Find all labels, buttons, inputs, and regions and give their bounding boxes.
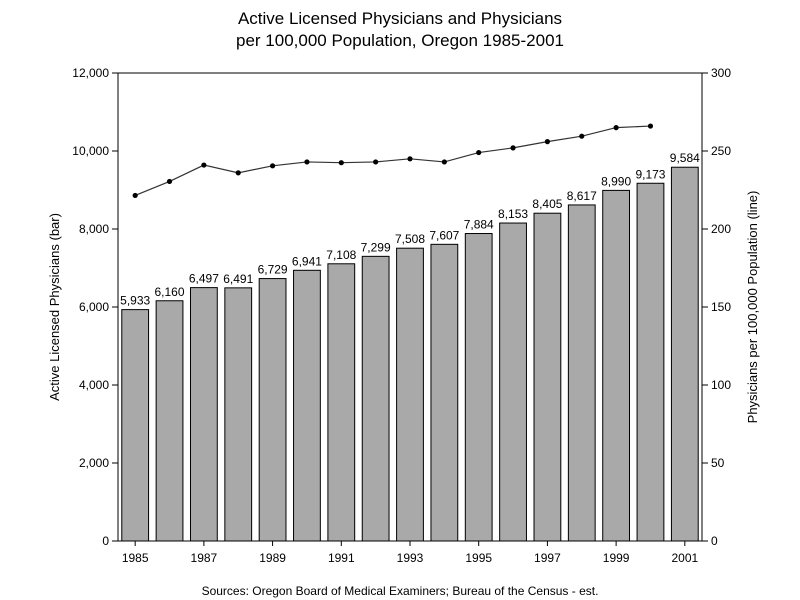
bar-value-label: 8,405	[532, 197, 562, 211]
x-tick-label: 1991	[328, 551, 355, 565]
bar	[533, 212, 562, 542]
y-left-tick-label: 10,000	[72, 144, 109, 158]
bar-value-label: 7,607	[429, 228, 459, 242]
bar	[464, 233, 493, 542]
bar	[189, 287, 218, 542]
bar	[602, 189, 631, 542]
bar	[567, 204, 596, 542]
x-tick-label: 1997	[534, 551, 561, 565]
bar	[121, 309, 150, 542]
bar	[258, 278, 287, 542]
bar	[155, 300, 184, 542]
line-point	[613, 125, 619, 131]
bar-value-label: 8,153	[498, 207, 528, 221]
bar-value-label: 7,299	[361, 240, 391, 254]
line-point	[338, 160, 344, 166]
y-right-tick-label: 50	[711, 456, 725, 470]
bar	[327, 263, 356, 542]
bar	[670, 166, 699, 542]
y-left-tick-label: 2,000	[79, 456, 109, 470]
line-series	[134, 125, 651, 197]
bar-value-label: 7,108	[326, 248, 356, 262]
y-left-tick-label: 12,000	[72, 66, 109, 80]
y-right-tick-label: 100	[711, 378, 731, 392]
line-point	[579, 133, 585, 139]
x-tick-label: 1999	[603, 551, 630, 565]
chart-title: Active Licensed Physicians and Physician…	[0, 8, 800, 52]
y-right-tick-label: 0	[711, 534, 718, 548]
y-left-tick-label: 8,000	[79, 222, 109, 236]
bar	[499, 222, 527, 542]
bar	[430, 243, 459, 542]
bar-value-label: 6,160	[155, 285, 185, 299]
x-tick-label: 1993	[397, 551, 424, 565]
x-tick-label: 1985	[122, 551, 149, 565]
line-point	[235, 170, 241, 176]
line-point	[269, 163, 276, 169]
y-right-tick-label: 150	[711, 300, 731, 314]
y-right-tick-label: 250	[711, 144, 731, 158]
bar	[361, 255, 390, 542]
line-point	[647, 123, 654, 129]
bar-value-label: 9,173	[635, 167, 665, 181]
line-point	[132, 192, 138, 199]
line-point	[407, 156, 413, 162]
y-left-tick-label: 6,000	[79, 300, 109, 314]
bar-value-label: 9,584	[670, 151, 700, 165]
line-point	[373, 159, 379, 165]
line-point	[441, 159, 447, 165]
bar	[224, 287, 253, 542]
bar-value-label: 5,933	[120, 294, 150, 308]
x-tick-label: 1989	[259, 551, 286, 565]
line-point	[476, 149, 482, 156]
bar-value-label: 7,884	[464, 218, 494, 232]
bar-value-label: 6,729	[258, 263, 288, 277]
x-tick-label: 1987	[191, 551, 218, 565]
y-left-tick-label: 0	[102, 534, 109, 548]
line-point	[544, 139, 551, 145]
line-point	[510, 145, 516, 151]
y-right-axis-title: Physicians per 100,000 Population (line)	[745, 191, 760, 424]
line-point	[201, 162, 207, 168]
bar-value-label: 6,497	[189, 272, 219, 286]
bar-value-label: 8,617	[567, 189, 597, 203]
line-point	[304, 159, 310, 165]
y-right-tick-label: 200	[711, 222, 731, 236]
bar-value-label: 7,508	[395, 232, 425, 246]
line-point	[166, 178, 173, 185]
source-note: Sources: Oregon Board of Medical Examine…	[201, 584, 599, 598]
bar	[636, 182, 665, 542]
x-tick-label: 2001	[671, 551, 698, 565]
bar-value-label: 8,990	[601, 174, 631, 188]
x-tick-label: 1995	[465, 551, 492, 565]
chart-title-line-2: per 100,000 Population, Oregon 1985-2001	[236, 31, 564, 50]
y-left-axis-title: Active Licensed Physicians (bar)	[47, 213, 62, 401]
y-right-tick-label: 300	[711, 66, 731, 80]
chart-title-line-1: Active Licensed Physicians and Physician…	[237, 9, 563, 28]
bar-value-label: 6,941	[292, 254, 322, 268]
bar	[293, 269, 321, 542]
y-left-tick-label: 4,000	[79, 378, 109, 392]
bar	[396, 247, 424, 542]
bar-value-label: 6,491	[223, 272, 253, 286]
